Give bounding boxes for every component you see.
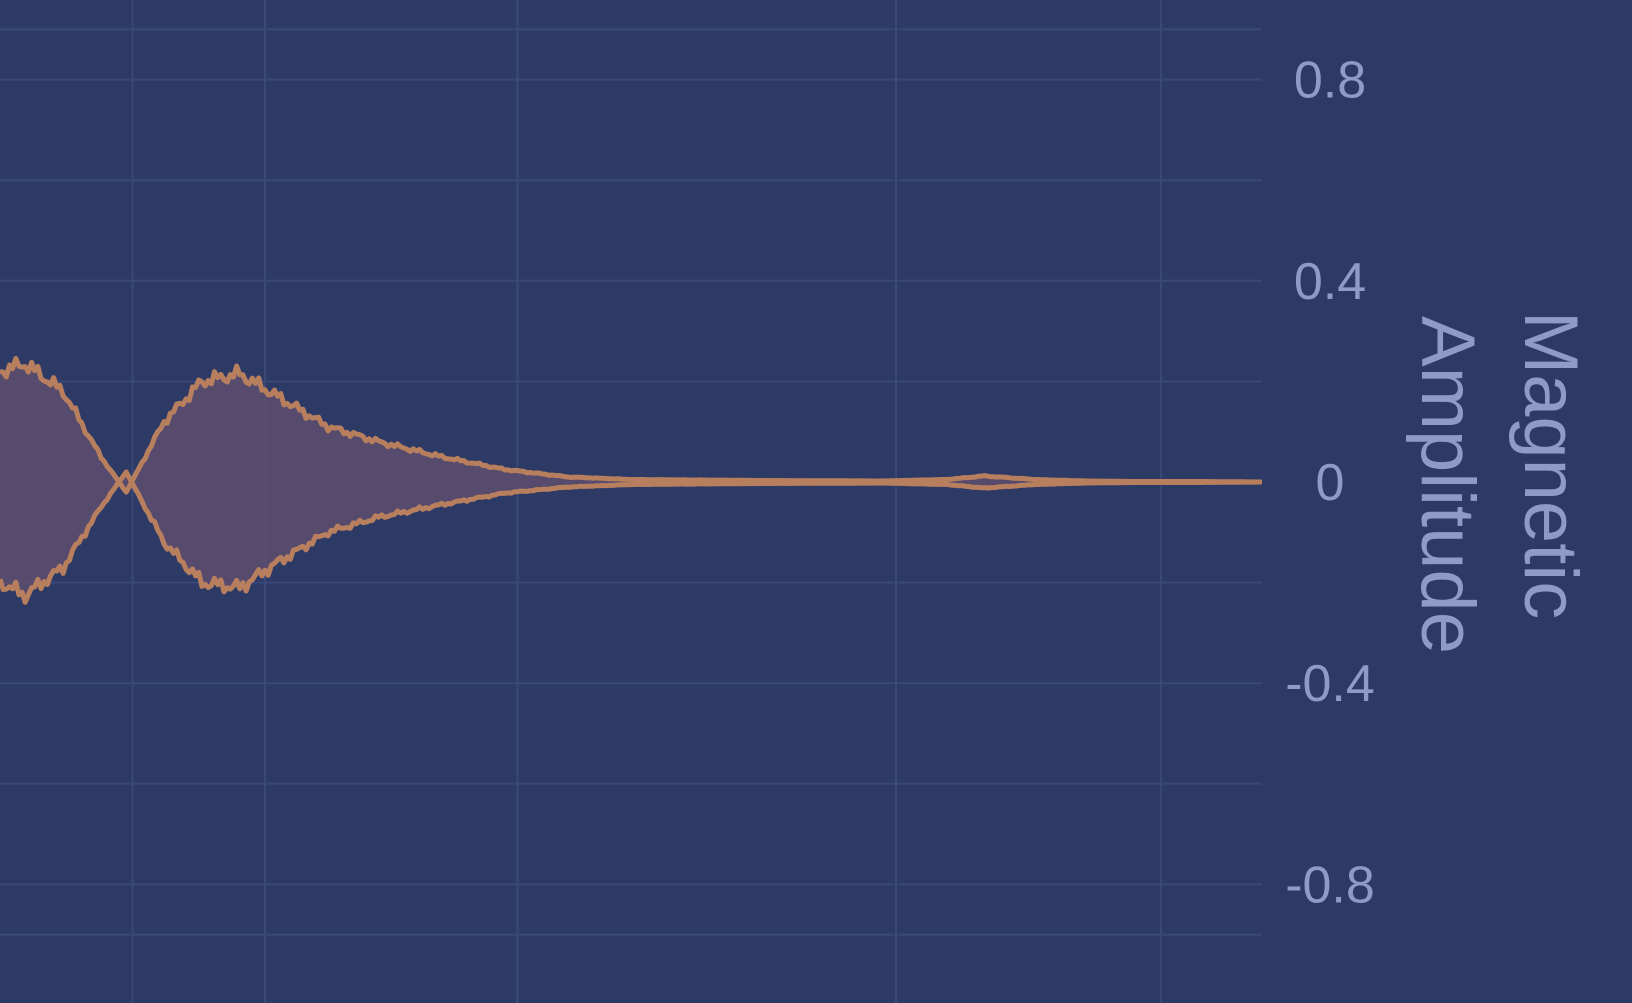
y-tick-label: 0 — [1316, 454, 1345, 512]
y-axis-title-line-1: Magnetic — [1508, 311, 1593, 619]
y-tick-label: 0.4 — [1294, 253, 1366, 311]
y-tick-label: 0.8 — [1294, 52, 1366, 110]
series-line-2 — [0, 469, 1262, 605]
y-axis-title-line-2: Amplitude — [1405, 316, 1490, 654]
y-tick-label: -0.8 — [1285, 856, 1375, 914]
y-tick-label: -0.4 — [1285, 655, 1375, 713]
series-line-1 — [0, 355, 1262, 495]
series-layer — [0, 355, 1262, 605]
grid — [0, 0, 1262, 1003]
y-tick-labels: 0.8 0.4 0 -0.4 -0.8 — [1285, 52, 1375, 915]
